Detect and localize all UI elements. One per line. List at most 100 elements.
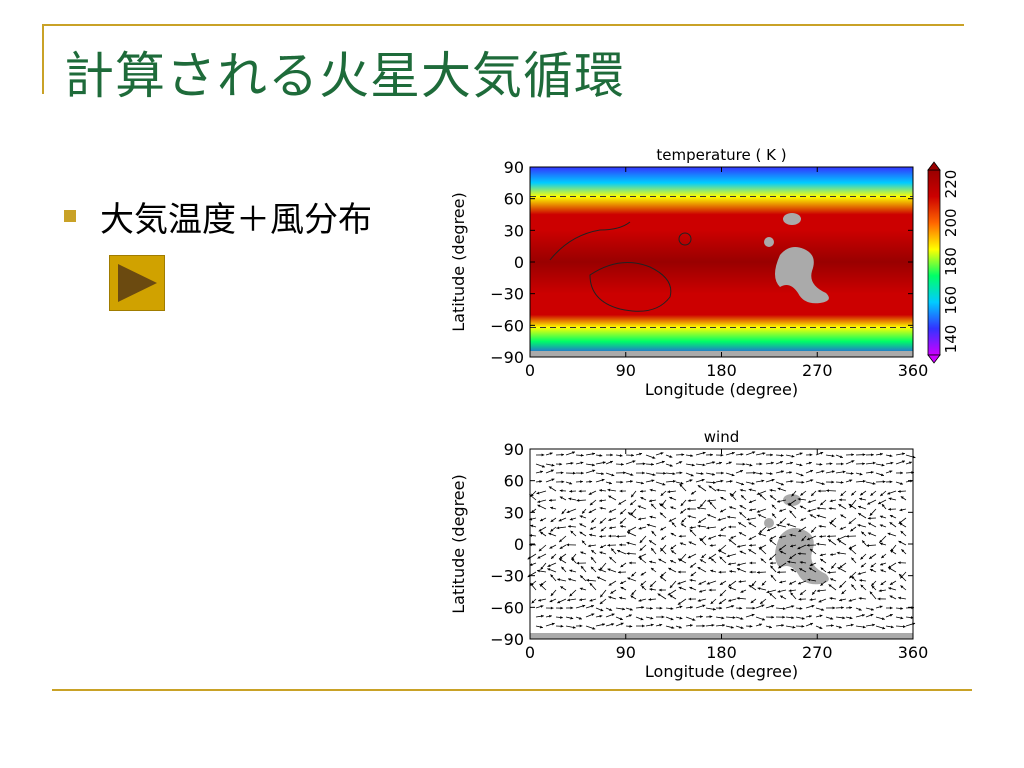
- wind-arrowhead: [819, 534, 823, 538]
- wind-arrowhead: [582, 604, 586, 608]
- wind-arrowhead: [749, 543, 752, 547]
- wind-arrowhead: [736, 568, 740, 571]
- wind-arrowhead: [580, 461, 584, 465]
- wind-arrowhead: [732, 616, 736, 619]
- wind-arrowhead: [839, 455, 843, 459]
- wind-arrowhead: [559, 555, 563, 559]
- wind-arrowhead: [756, 492, 760, 495]
- wind-arrowhead: [550, 469, 554, 473]
- wind-arrowhead: [809, 514, 813, 518]
- wind-arrowhead: [599, 601, 603, 605]
- wind-arrowhead: [539, 584, 543, 587]
- x-tick-label: 270: [802, 643, 833, 662]
- wind-arrowhead: [850, 471, 854, 475]
- wind-arrowhead: [677, 602, 681, 605]
- wind-arrowhead: [838, 625, 842, 629]
- wind-arrowhead: [659, 503, 663, 507]
- wind-arrowhead: [561, 511, 565, 515]
- wind-arrowhead: [722, 623, 725, 627]
- wind-arrowhead: [878, 501, 882, 505]
- wind-arrowhead: [630, 595, 634, 599]
- wind-arrowhead: [800, 473, 804, 477]
- wind-arrowhead: [669, 496, 673, 500]
- wind-arrowhead: [872, 623, 875, 627]
- x-tick-label: 270: [802, 361, 833, 380]
- wind-arrowhead: [790, 479, 794, 483]
- wind-arrowhead: [599, 534, 603, 538]
- wind-arrowhead: [862, 540, 865, 544]
- wind-arrowhead: [759, 472, 763, 475]
- wind-arrowhead: [700, 472, 704, 476]
- wind-arrowhead: [659, 512, 663, 516]
- wind-arrowhead: [709, 544, 713, 547]
- wind-arrowhead: [570, 606, 574, 610]
- wind-arrowhead: [809, 598, 813, 601]
- wind-arrowhead: [592, 463, 595, 467]
- wind-arrowhead: [908, 461, 912, 465]
- wind-arrowhead: [592, 626, 596, 630]
- wind-arrowhead: [849, 606, 853, 610]
- wind-arrowhead: [719, 593, 723, 597]
- wind-arrowhead: [599, 499, 602, 503]
- wind-arrowhead: [898, 540, 902, 544]
- wind-arrowhead: [729, 493, 733, 497]
- wind-arrowhead: [842, 616, 846, 620]
- wind-arrowhead: [579, 624, 583, 628]
- wind-arrowhead: [630, 502, 634, 506]
- wind-arrowhead: [551, 622, 555, 626]
- play-button[interactable]: [109, 255, 165, 311]
- wind-arrowhead: [669, 455, 673, 458]
- wind-arrowhead: [589, 582, 593, 586]
- wind-arrowhead: [756, 509, 760, 513]
- wind-arrowhead: [639, 547, 643, 551]
- wind-arrowhead: [580, 453, 584, 457]
- wind-arrowhead: [706, 526, 710, 530]
- wind-arrowhead: [669, 464, 673, 467]
- wind-arrowhead: [830, 553, 833, 556]
- wind-arrowhead: [621, 462, 624, 466]
- wind-arrowhead: [707, 499, 711, 503]
- wind-arrowhead: [608, 534, 612, 538]
- x-tick-label: 90: [616, 361, 636, 380]
- wind-arrowhead: [880, 582, 884, 585]
- wind-arrowhead: [731, 451, 735, 455]
- wind-arrowhead: [777, 499, 780, 503]
- wind-arrowhead: [740, 590, 744, 593]
- wind-arrowhead: [860, 584, 864, 588]
- wind-arrowhead: [820, 502, 824, 506]
- wind-arrowhead: [579, 523, 583, 527]
- wind-arrowhead: [560, 606, 564, 610]
- wind-arrowhead: [551, 463, 555, 467]
- wind-arrowhead: [760, 601, 764, 604]
- wind-arrowhead: [900, 616, 904, 620]
- wind-arrowhead: [549, 614, 552, 618]
- wind-arrowhead: [670, 607, 674, 610]
- wind-arrowhead: [859, 579, 863, 582]
- wind-arrowhead: [777, 487, 781, 491]
- wind-arrowhead: [570, 530, 574, 534]
- wind-arrowhead: [689, 526, 693, 529]
- wind-arrowhead: [550, 506, 554, 510]
- wind-arrowhead: [540, 614, 544, 618]
- wind-arrowhead: [801, 616, 805, 620]
- wind-arrowhead: [879, 542, 883, 546]
- wind-arrowhead: [739, 488, 743, 492]
- wind-arrowhead: [677, 558, 681, 562]
- wind-arrowhead: [768, 625, 772, 629]
- wind-arrowhead: [631, 494, 634, 498]
- wind-arrowhead: [619, 617, 623, 621]
- wind-arrowhead: [671, 626, 675, 629]
- wind-arrowhead: [831, 480, 835, 484]
- wind-arrowhead: [649, 540, 653, 543]
- y-tick-label: 60: [504, 190, 524, 209]
- wind-arrowhead: [678, 625, 682, 629]
- wind-arrowhead: [757, 587, 761, 591]
- wind-arrowhead: [720, 528, 724, 531]
- wind-arrowhead: [548, 532, 552, 536]
- wind-arrowhead: [819, 626, 823, 629]
- wind-arrowhead: [758, 547, 762, 551]
- wind-arrowhead: [840, 514, 844, 518]
- wind-arrowhead: [789, 533, 793, 537]
- wind-arrowhead: [576, 561, 580, 565]
- wind-arrowhead: [709, 615, 713, 619]
